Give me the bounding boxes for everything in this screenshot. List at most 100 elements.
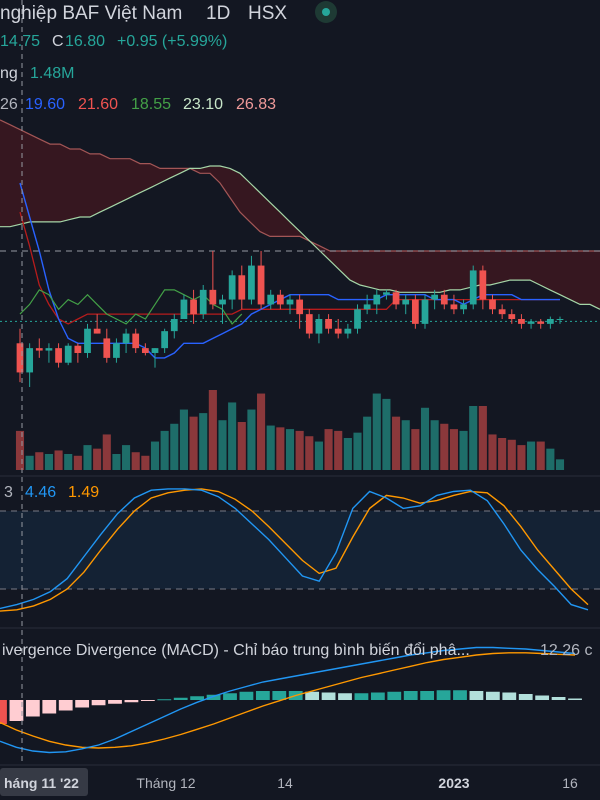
volume-bar — [25, 455, 34, 470]
macd-histogram-bar — [239, 691, 254, 700]
volume-bar — [276, 427, 285, 470]
time-label-16: 16 — [562, 775, 578, 791]
candle-body — [16, 343, 24, 373]
macd-histogram-bar — [436, 690, 451, 700]
candle-body — [161, 331, 169, 349]
macd-histogram-bar — [305, 691, 320, 700]
candle-body — [556, 319, 564, 320]
crosshair-time-label-bg — [0, 768, 88, 796]
volume-bar — [189, 416, 198, 470]
open-value: 14.75 — [0, 33, 40, 50]
volume-bar — [372, 393, 381, 470]
macd-histogram-bar — [370, 692, 385, 700]
volume-bar — [150, 441, 160, 470]
time-axis[interactable] — [0, 765, 600, 800]
symbol-interval[interactable]: 1D — [206, 3, 230, 24]
stochastic-legend[interactable]: 3 4.46 1.49 — [4, 484, 99, 501]
span-b-value: 26.83 — [236, 96, 276, 113]
macd-params: 12 26 c — [540, 642, 592, 659]
volume-bar — [498, 438, 507, 470]
macd-title: ivergence Divergence (MACD) - Chỉ báo tr… — [2, 641, 470, 659]
symbol-exchange[interactable]: HSX — [248, 3, 287, 24]
volume-bar — [382, 398, 391, 470]
macd-histogram-bar — [551, 697, 566, 700]
stoch-k-value: 4.46 — [25, 484, 56, 501]
cloud-fill — [0, 119, 600, 310]
macd-histogram-bar — [75, 700, 90, 708]
macd-histogram-bar — [535, 695, 550, 700]
macd-line — [0, 646, 576, 754]
volume-label: ng — [0, 65, 18, 82]
candle-body — [402, 299, 410, 305]
volume-bar — [555, 459, 565, 470]
candle-body — [132, 333, 140, 349]
candle-body — [209, 289, 217, 305]
volume-bar — [122, 445, 131, 470]
macd-legend[interactable]: ivergence Divergence (MACD) - Chỉ báo tr… — [2, 641, 592, 659]
volume-bar — [420, 407, 430, 470]
volume-bar — [546, 448, 555, 470]
macd-histogram-bar — [58, 700, 73, 711]
candle-body — [103, 338, 111, 358]
volume-legend[interactable]: ng 1.48M — [0, 65, 74, 82]
volume-bar — [141, 455, 150, 470]
candle-body — [421, 299, 429, 324]
volume-bar — [488, 434, 497, 470]
volume-bar — [459, 430, 468, 470]
volume-bar — [112, 454, 121, 470]
symbol-name[interactable]: nghiệp BAF Việt Nam — [0, 3, 182, 24]
volume-bar — [54, 450, 63, 470]
candle-body — [219, 299, 226, 305]
stoch-params: 3 — [4, 484, 13, 501]
candle-body — [267, 294, 275, 305]
macd-pane[interactable] — [0, 646, 582, 754]
volume-bar — [478, 406, 487, 470]
candle-body — [344, 328, 352, 334]
macd-histogram-bar — [485, 691, 500, 700]
volume-bar — [179, 409, 188, 470]
tenkan-value: 19.60 — [25, 96, 65, 113]
volume-bar — [536, 441, 545, 470]
crosshair-time-label: háng 11 '22 — [4, 775, 79, 791]
volume-bar — [208, 390, 217, 470]
macd-histogram-bar — [206, 694, 221, 700]
volume-bar — [64, 454, 73, 470]
volume-bar — [228, 402, 237, 470]
macd-histogram-bar — [453, 690, 467, 700]
volume-bar — [44, 454, 53, 470]
volume-bar — [507, 439, 516, 470]
macd-histogram-bar — [354, 693, 369, 700]
volume-bar — [527, 441, 536, 470]
candle-body — [55, 348, 62, 363]
candle-body — [180, 299, 188, 319]
candle-body — [460, 304, 467, 310]
macd-histogram-bar — [272, 691, 287, 700]
volume-bar — [334, 430, 343, 470]
volume-bar — [314, 441, 323, 470]
span-a-line — [0, 165, 600, 310]
candle-body — [199, 289, 207, 315]
macd-histogram-bar — [25, 700, 40, 717]
candlestick-series[interactable] — [16, 251, 564, 387]
volume-bar — [517, 445, 526, 470]
candle-body — [151, 348, 159, 353]
candle-body — [373, 294, 381, 305]
candle-body — [392, 292, 400, 305]
volume-bar — [237, 422, 246, 470]
volume-bar — [392, 416, 401, 470]
candle-body — [35, 348, 43, 351]
volume-bar — [160, 430, 169, 470]
macd-histogram-bar — [91, 700, 106, 706]
stochastic-pane[interactable] — [0, 488, 600, 612]
candle-body — [84, 328, 91, 353]
candle-body — [190, 299, 197, 315]
candle-body — [440, 294, 448, 305]
candle-body — [315, 319, 323, 334]
macd-histogram-bar — [403, 691, 418, 700]
macd-histogram-bar — [255, 691, 270, 700]
macd-histogram-bar — [190, 696, 205, 700]
macd-signal-line — [0, 652, 576, 749]
ichimoku-legend[interactable]: 26 19.60 21.60 18.55 23.10 26.83 — [0, 96, 276, 113]
symbol-legend[interactable]: nghiệp BAF Việt Nam 1D HSX — [0, 1, 337, 24]
